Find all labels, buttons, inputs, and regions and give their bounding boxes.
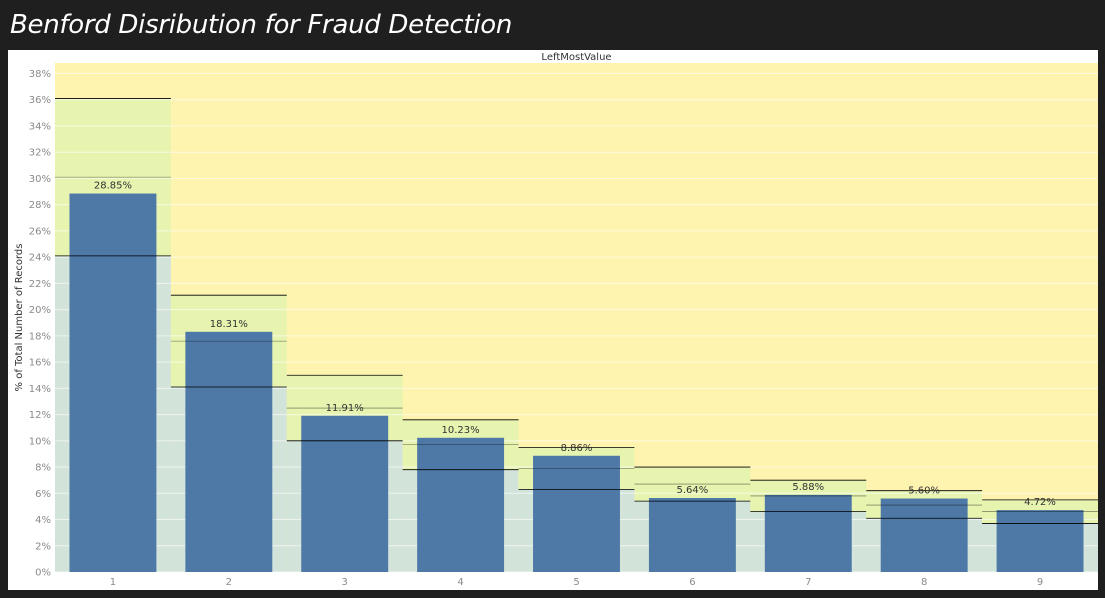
- y-tick-label-12: 24%: [29, 253, 51, 264]
- y-axis-ticks: 0% 2% 4% 6% 8% 10% 12% 14% 16% 18% 20% 22% 24% 26% 28%…: [29, 69, 51, 579]
- reference-lines: [55, 98, 1098, 524]
- data-label-4: 10.23%: [442, 425, 480, 436]
- bar-9: [996, 510, 1084, 572]
- x-tick-label-3: 3: [342, 577, 348, 588]
- data-label-6: 5.64%: [676, 485, 708, 496]
- y-tick-label-3: 6%: [35, 489, 51, 500]
- y-tick-label-2: 4%: [35, 515, 51, 526]
- y-tick-label-15: 30%: [29, 174, 51, 185]
- x-axis-ticks: 1 2 3 4 5 6 7 8 9: [110, 577, 1043, 588]
- data-labels: 28.85% 18.31% 11.91% 10.23% 8.86% 5.64% 5.88% 5…: [94, 181, 1056, 509]
- bar-4: [417, 437, 505, 572]
- y-tick-label-13: 26%: [29, 226, 51, 237]
- y-tick-label-4: 8%: [35, 463, 51, 474]
- y-tick-label-17: 34%: [29, 121, 51, 132]
- y-tick-label-14: 28%: [29, 200, 51, 211]
- data-label-2: 18.31%: [210, 319, 248, 330]
- bar-6: [648, 498, 736, 572]
- bar-5: [533, 455, 620, 572]
- y-tick-label-18: 36%: [29, 95, 51, 106]
- dashboard-title: Benford Disribution for Fraud Detection: [10, 10, 513, 40]
- y-tick-label-5: 10%: [29, 436, 51, 447]
- y-tick-label-8: 16%: [29, 358, 51, 369]
- y-tick-label-16: 32%: [29, 148, 51, 159]
- y-tick-label-9: 18%: [29, 331, 51, 342]
- bars: [69, 193, 1084, 572]
- y-tick-label-19: 38%: [29, 69, 51, 80]
- y-tick-label-11: 22%: [29, 279, 51, 290]
- x-tick-label-5: 5: [573, 577, 579, 588]
- y-tick-label-6: 12%: [29, 410, 51, 421]
- data-label-3: 11.91%: [326, 403, 364, 414]
- bar-3: [301, 415, 389, 572]
- bar-2: [185, 331, 273, 572]
- x-tick-label-8: 8: [921, 577, 927, 588]
- data-label-7: 5.88%: [792, 482, 824, 493]
- bar-8: [880, 498, 968, 572]
- y-tick-label-0: 0%: [35, 568, 51, 579]
- data-label-9: 4.72%: [1024, 497, 1056, 508]
- y-axis-title: % of Total Number of Records: [14, 244, 25, 392]
- column-header-title: LeftMostValue: [541, 52, 611, 63]
- x-tick-label-7: 7: [805, 577, 811, 588]
- data-label-8: 5.60%: [908, 486, 940, 497]
- x-tick-label-2: 2: [226, 577, 232, 588]
- data-label-1: 28.85%: [94, 181, 132, 192]
- bar-7: [764, 494, 852, 572]
- x-tick-label-4: 4: [457, 577, 463, 588]
- data-label-5: 8.86%: [561, 443, 593, 454]
- y-tick-label-7: 14%: [29, 384, 51, 395]
- bar-1: [69, 193, 157, 572]
- y-tick-label-1: 2%: [35, 541, 51, 552]
- x-tick-label-1: 1: [110, 577, 116, 588]
- chart-panel: LeftMostValue % of Total Number of Recor…: [8, 50, 1098, 590]
- benford-bar-chart: LeftMostValue % of Total Number of Recor…: [14, 52, 1098, 588]
- y-tick-label-10: 20%: [29, 305, 51, 316]
- x-tick-label-6: 6: [689, 577, 695, 588]
- x-tick-label-9: 9: [1037, 577, 1043, 588]
